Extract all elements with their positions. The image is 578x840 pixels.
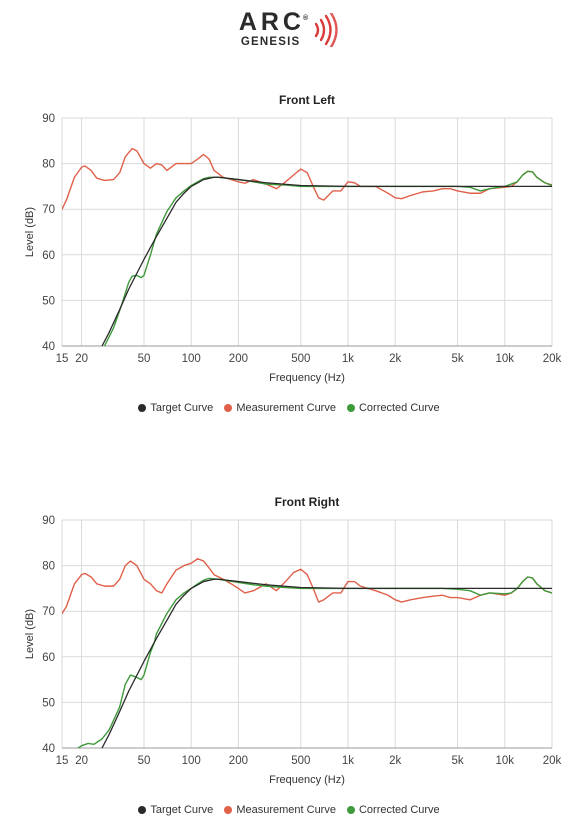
chart-1-xtick-5k: 5k [452, 755, 464, 767]
logo-wordmark: ARC® GENESIS [238, 7, 313, 49]
legend-item-corrected-curve[interactable]: Corrected Curve [346, 804, 440, 816]
legend-label-target-curve: Target Curve [150, 402, 214, 414]
chart-1-grid [61, 519, 553, 749]
chart-1-xtick-1k: 1k [342, 755, 354, 767]
legend-swatch-target-curve [138, 404, 147, 412]
legend-swatch-measurement-curve [224, 404, 233, 412]
chart-0-ytick-70: 70 [42, 204, 55, 216]
chart-0-xlabel: Frequency (Hz) [269, 372, 345, 384]
legend-item-corrected-curve[interactable]: Corrected Curve [346, 402, 440, 414]
front-left-chart: Front Left 40 50 60 70 80 90 15 20 50 100 200 500 1k 2… [24, 93, 562, 384]
chart-1-series-measurement-curve [62, 558, 552, 615]
chart-0-xtick-500: 500 [291, 353, 310, 365]
chart-1-xtick-100: 100 [182, 755, 201, 767]
chart-0-ytick-40: 40 [42, 341, 55, 353]
chart-0-xtick-1k: 1k [342, 353, 354, 365]
chart-1-ytick-50: 50 [42, 697, 55, 709]
chart-1-xtick-20: 20 [75, 755, 88, 767]
chart-0-title: Front Left [279, 93, 335, 107]
chart-1-xtick-200: 200 [229, 755, 248, 767]
front-left-legend: Target Curve Measurement Curve Corrected C… [0, 399, 578, 417]
chart-0-grid [61, 117, 553, 347]
chart-0-xtick-100: 100 [182, 353, 201, 365]
chart-0-ytick-60: 60 [42, 250, 55, 262]
chart-0-xtick-10k: 10k [496, 353, 515, 365]
legend-item-target-curve[interactable]: Target Curve [138, 402, 213, 414]
chart-1-xtick-10k: 10k [496, 755, 515, 767]
chart-1-ytick-70: 70 [42, 606, 55, 618]
chart-1-xtick-50: 50 [138, 755, 151, 767]
logo-main-text: ARC [238, 7, 305, 36]
chart-1-series-corrected-curve [77, 576, 552, 748]
front-right-legend: Target Curve Measurement Curve Corrected C… [0, 801, 578, 819]
chart-1-xtick-15: 15 [56, 755, 69, 767]
chart-0-ytick-90: 90 [42, 113, 55, 125]
legend-label-corrected-curve: Corrected Curve [358, 804, 440, 816]
chart-0-series-corrected-curve [103, 170, 552, 346]
chart-0-xtick-15: 15 [56, 353, 69, 365]
chart-1-ylabel: Level (dB) [24, 609, 36, 659]
chart-1-xtick-2k: 2k [389, 755, 401, 767]
front-right-chart: Front Right 40 50 60 70 80 90 15 20 50 100 200 500 1k… [24, 495, 562, 786]
chart-0-xtick-200: 200 [229, 353, 248, 365]
legend-swatch-corrected-curve [346, 404, 355, 412]
legend-swatch-target-curve [138, 806, 147, 814]
chart-0-ytick-80: 80 [42, 159, 55, 171]
legend-swatch-measurement-curve [224, 806, 233, 814]
chart-1-series-target-curve [101, 578, 552, 748]
chart-1-ytick-90: 90 [42, 515, 55, 527]
chart-1-xtick-500: 500 [291, 755, 310, 767]
chart-1-title: Front Right [275, 495, 340, 509]
arc-genesis-logo: ARC® GENESIS [0, 6, 578, 52]
logo-registered-mark: ® [303, 15, 313, 23]
legend-label-measurement-curve: Measurement Curve [236, 402, 336, 414]
chart-0-series-measurement-curve [62, 147, 552, 210]
chart-1-ytick-60: 60 [42, 652, 55, 664]
chart-0-xtick-50: 50 [138, 353, 151, 365]
chart-1-xtick-20k: 20k [543, 755, 562, 767]
chart-1-ytick-40: 40 [42, 743, 55, 755]
chart-1-xlabel: Frequency (Hz) [269, 774, 345, 786]
legend-item-measurement-curve[interactable]: Measurement Curve [224, 804, 336, 816]
chart-0-series-target-curve [101, 176, 552, 346]
logo-sub-text: GENESIS [240, 35, 301, 48]
legend-label-measurement-curve: Measurement Curve [236, 804, 336, 816]
chart-0-xtick-20: 20 [75, 353, 88, 365]
legend-item-target-curve[interactable]: Target Curve [138, 804, 213, 816]
chart-1-ytick-80: 80 [42, 561, 55, 573]
legend-label-target-curve: Target Curve [150, 804, 214, 816]
chart-0-ylabel: Level (dB) [24, 207, 36, 257]
chart-0-ytick-50: 50 [42, 295, 55, 307]
sound-waves-icon [314, 13, 338, 47]
chart-0-xtick-2k: 2k [389, 353, 401, 365]
legend-swatch-corrected-curve [346, 806, 355, 814]
legend-label-corrected-curve: Corrected Curve [358, 402, 440, 414]
legend-item-measurement-curve[interactable]: Measurement Curve [224, 402, 336, 414]
chart-0-xtick-5k: 5k [452, 353, 464, 365]
chart-0-xtick-20k: 20k [543, 353, 562, 365]
